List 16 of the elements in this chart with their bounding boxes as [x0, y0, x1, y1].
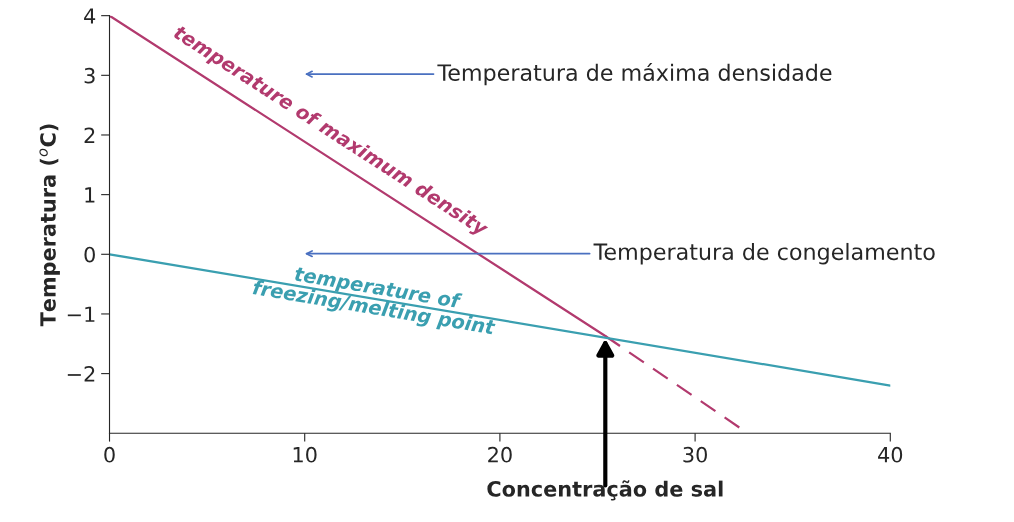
y-tick-label: 1 — [85, 187, 95, 203]
y-tick-label: 4 — [84, 8, 96, 24]
y-axis-title: Temperatura ($^{o}$C) — [39, 124, 60, 327]
y-tick-label: −1 — [67, 306, 95, 322]
y-tick-label: 0 — [84, 246, 95, 263]
y-tick-label: 2 — [84, 127, 95, 143]
x-tick-label: 40 — [878, 446, 903, 463]
y-tick-label: 3 — [84, 67, 95, 84]
x-tick-label: 30 — [683, 446, 707, 463]
annotation: Temperatura de máxima densidade — [437, 62, 832, 86]
x-tick-label: 20 — [488, 446, 512, 463]
annotation: Temperatura de congelamento — [593, 242, 935, 265]
x-tick-label: 10 — [293, 446, 317, 463]
x-tick-label: 0 — [104, 446, 115, 463]
x-axis-title: Concentração de sal — [487, 480, 723, 501]
y-tick-label: −2 — [67, 366, 95, 382]
